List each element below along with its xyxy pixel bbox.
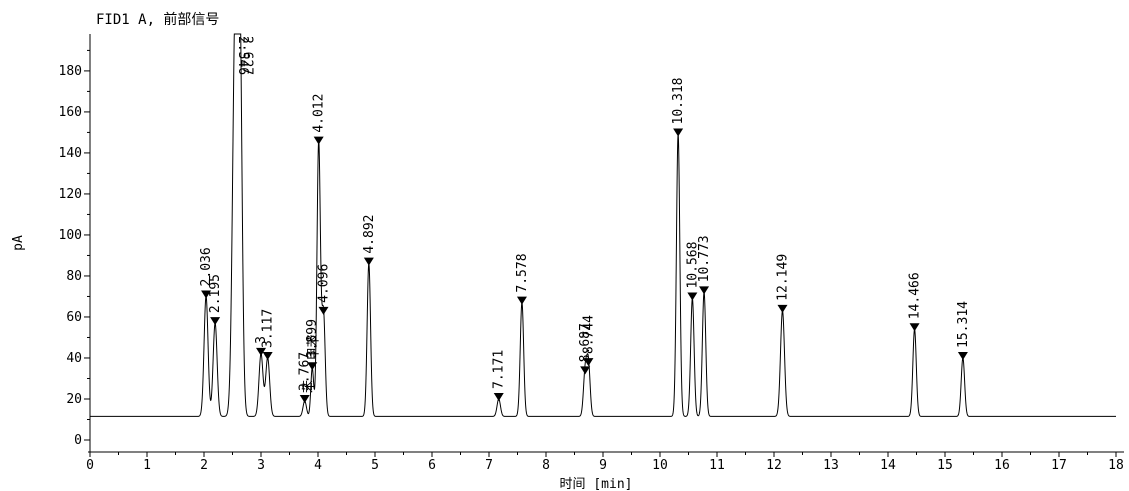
- chart-title: FID1 A, 前部信号: [96, 11, 219, 28]
- y-tick-label: 20: [66, 392, 82, 407]
- peak-marker: [318, 306, 329, 315]
- x-tick-label: 12: [766, 458, 782, 473]
- y-tick-label: 80: [66, 269, 82, 284]
- peak-marker: [687, 292, 698, 301]
- peak-label: 14.466: [908, 272, 923, 319]
- peak-label: 2.627: [240, 36, 255, 75]
- peak-marker: [699, 286, 710, 295]
- peak-marker: [256, 347, 266, 356]
- x-tick-label: 9: [599, 458, 607, 473]
- peak-marker: [363, 257, 374, 266]
- peak-marker: [262, 351, 273, 360]
- axes: [88, 34, 1124, 453]
- peak-label: 2.195: [208, 274, 223, 313]
- peak-marker: [909, 323, 920, 332]
- x-tick-label: 14: [880, 458, 896, 473]
- peak-label: 3: [254, 336, 269, 344]
- peak-marker: [777, 304, 788, 313]
- signal-trace: [90, 33, 1116, 417]
- peak-marker: [201, 290, 212, 299]
- peak-label: 3.767: [298, 352, 313, 391]
- x-tick-label: 4: [314, 458, 322, 473]
- y-tick-label: 60: [66, 310, 82, 325]
- peak-label: 2.036: [199, 247, 214, 286]
- x-tick-label: 15: [937, 458, 953, 473]
- y-tick-label: 160: [59, 105, 82, 120]
- x-tick-label: 0: [86, 458, 94, 473]
- peak-label: 4.012: [312, 94, 327, 133]
- peak-label: 3.899: [305, 319, 320, 358]
- peak-marker: [493, 392, 504, 401]
- peak-label: 7.578: [515, 253, 530, 292]
- peak-label: 4.892: [362, 215, 377, 254]
- x-axis-label: 时间 [min]: [560, 477, 633, 491]
- x-tick-label: 7: [485, 458, 493, 473]
- x-tick-label: 5: [371, 458, 379, 473]
- x-tick-label: 10: [652, 458, 668, 473]
- x-tick-label: 18: [1108, 458, 1124, 473]
- peak-label: 2.546: [235, 36, 250, 75]
- y-tick-label: 140: [59, 146, 82, 161]
- signal-trace-group: [90, 33, 1116, 417]
- y-tick-label: 180: [59, 64, 82, 79]
- peak-marker: [957, 351, 968, 360]
- x-tick-label: 2: [200, 458, 208, 473]
- x-tick-label: 13: [823, 458, 839, 473]
- peak-label: 3.117: [261, 309, 276, 348]
- peak-label: 10.773: [697, 235, 712, 282]
- x-tick-label: 8: [542, 458, 550, 473]
- peak-label: 4.096: [316, 264, 331, 303]
- x-axis-ticks: 0 1 2 3 4 5 6 7 8 9 10 11 12 13 14 15 16 17 18: [86, 452, 1124, 473]
- y-tick-label: 0: [74, 433, 82, 448]
- x-tick-label: 16: [994, 458, 1010, 473]
- peak-label: 15.314: [956, 301, 971, 348]
- peak-label: 8.687: [578, 323, 593, 362]
- y-tick-label: 120: [59, 187, 82, 202]
- x-tick-label: 6: [428, 458, 436, 473]
- peak-marker: [673, 128, 684, 137]
- peak-label: 12.149: [775, 254, 790, 301]
- peak-marker: [307, 362, 318, 371]
- x-tick-label: 1: [143, 458, 151, 473]
- peak-label: 10.318: [671, 78, 686, 125]
- compound-label: 甲苯: [306, 334, 321, 360]
- peak-marker: [580, 366, 591, 375]
- x-tick-label: 17: [1051, 458, 1067, 473]
- compound-annotations: 甲苯苯: [302, 334, 322, 393]
- peak-label: 7.171: [492, 350, 507, 389]
- peak-marker: [583, 358, 594, 367]
- peak-marker: [210, 317, 221, 326]
- y-tick-label: 100: [59, 228, 82, 243]
- peak-marker: [516, 296, 527, 305]
- y-axis-label: pA: [11, 235, 26, 251]
- y-axis-ticks: 0 20 40 60 80 100 120 140 160 180: [59, 49, 90, 448]
- y-tick-label: 40: [66, 351, 82, 366]
- peak-markers: [201, 128, 968, 404]
- x-tick-label: 11: [709, 458, 725, 473]
- peak-marker: [313, 136, 324, 145]
- peak-label: 10.568: [685, 242, 700, 289]
- x-tick-label: 3: [257, 458, 265, 473]
- peak-marker: [299, 395, 310, 404]
- compound-label: 苯: [302, 380, 317, 393]
- peak-label: 8.744: [581, 315, 596, 354]
